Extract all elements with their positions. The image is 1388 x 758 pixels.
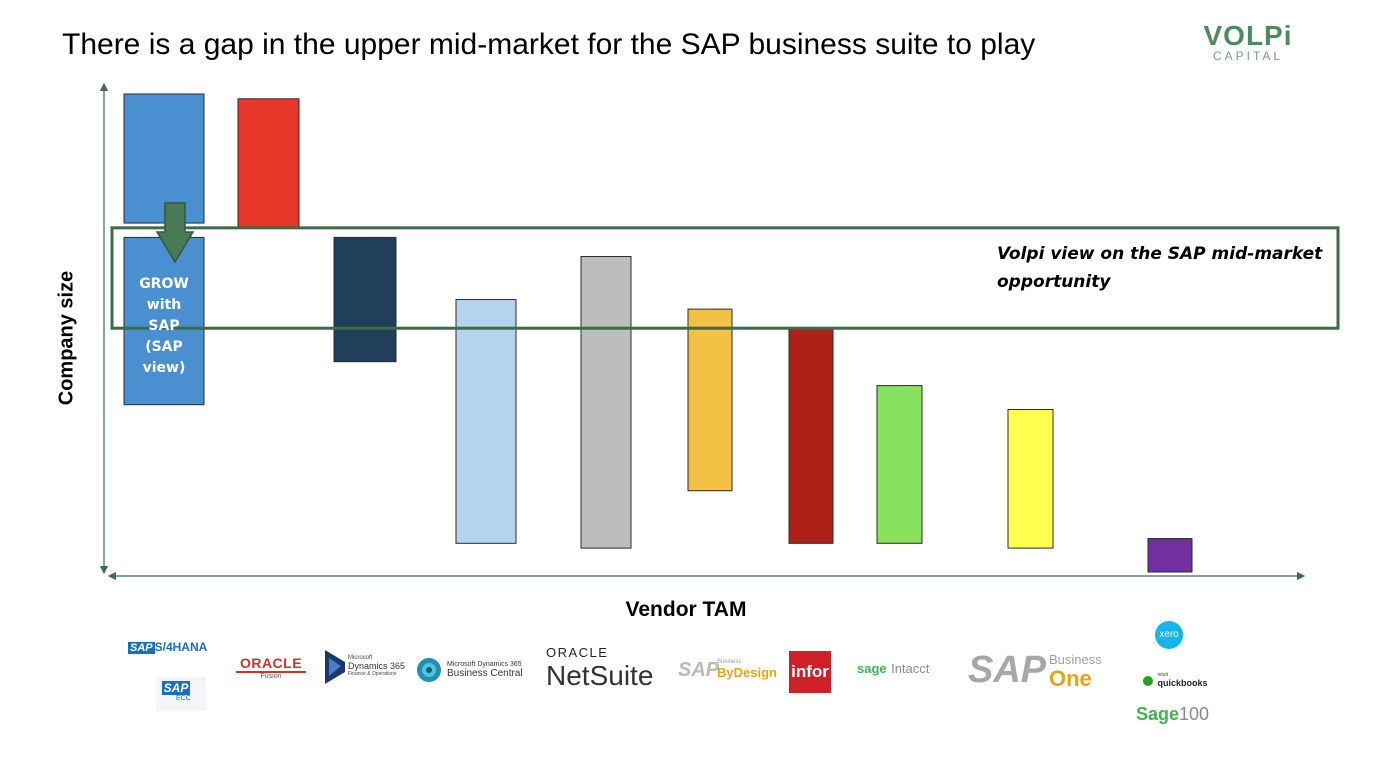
oracle-fusion-logo: ORACLE Fusion — [236, 656, 306, 680]
bar-2 — [237, 98, 300, 229]
business-small-text: Business — [717, 659, 742, 665]
bar-label-grow: GROW with SAP (SAP view) — [139, 276, 189, 376]
sage100-num-text: 100 — [1179, 704, 1210, 724]
oracle-text: ORACLE — [236, 656, 306, 673]
sap-ecc-logo: SAP ECC — [156, 677, 206, 711]
xero-text: xero — [1159, 629, 1179, 640]
page-title: There is a gap in the upper mid-market f… — [62, 28, 1036, 61]
business-text: Business — [1049, 652, 1102, 667]
dynamics-icon — [325, 650, 345, 684]
netsuite-text: NetSuite — [546, 660, 654, 691]
opportunity-band — [110, 226, 1340, 330]
infor-text: infor — [791, 662, 829, 681]
opportunity-label-line2: opportunity — [997, 272, 1111, 292]
quickbooks-logo: intuit quickbooks — [1143, 672, 1207, 690]
bar-8 — [876, 385, 923, 544]
ecc-text: ECC — [176, 695, 191, 702]
one-text: One — [1049, 666, 1092, 691]
down-arrow-icon — [155, 202, 195, 264]
fusion-text: Fusion — [260, 673, 282, 680]
ms-bc-top-text: Microsoft Dynamics 365 — [447, 661, 522, 668]
x-axis-label: Vendor TAM — [625, 598, 747, 621]
sap-bydesign-logo: SAP Business ByDesign — [678, 659, 777, 682]
infor-logo: infor — [789, 651, 831, 693]
dynamics365-text: Dynamics 365 — [348, 661, 406, 671]
sap-business-one-logo: SAP Business One — [968, 649, 1102, 691]
bydesign-text: ByDesign — [717, 665, 777, 680]
quickbooks-icon — [1143, 675, 1153, 686]
grow-line-1: with — [147, 297, 181, 313]
bar-4 — [455, 299, 517, 544]
sap-big-text: SAP — [968, 649, 1047, 691]
sage100-sage-text: Sage — [1136, 704, 1180, 724]
intuit-text: intuit — [1157, 672, 1169, 679]
grow-line-4: view) — [143, 360, 186, 376]
sap-text: SAP — [678, 659, 720, 681]
bar-1 — [123, 236, 205, 406]
brand-name: VOLPi — [1203, 20, 1293, 51]
bar-5 — [580, 256, 632, 549]
s4hana-text: S/4HANA — [154, 640, 208, 654]
bar-3 — [333, 236, 397, 363]
bar-7 — [788, 327, 834, 544]
business-central-icon — [417, 658, 441, 682]
bar-0 — [123, 93, 205, 224]
brand-sub: CAPITAL — [1212, 49, 1284, 63]
oracle-netsuite-logo: ORACLE NetSuite — [546, 646, 653, 692]
fin-ops-text: Finance & Operations — [348, 671, 397, 677]
ms-small-text: Microsoft — [348, 655, 373, 661]
grow-line-2: SAP — [148, 318, 179, 334]
bar-6 — [687, 308, 733, 492]
quickbooks-text: quickbooks — [1157, 678, 1208, 689]
sap-badge: SAP — [128, 642, 155, 654]
grow-line-0: GROW — [139, 276, 189, 292]
volpi-capital-logo: VOLPi CAPITAL — [1198, 20, 1298, 63]
xero-logo: xero — [1155, 621, 1183, 649]
sap-badge: SAP — [162, 681, 190, 695]
intacct-text: Intacct — [891, 661, 930, 676]
sage-100-logo: Sage100 — [1136, 704, 1209, 725]
sap-s4hana-logo: SAP S/4HANA — [128, 638, 207, 656]
grow-line-3: (SAP — [145, 339, 183, 355]
bar-10 — [1147, 538, 1193, 573]
sage-text: sage — [857, 661, 887, 676]
oracle-caps-text: ORACLE — [546, 645, 609, 660]
sage-intacct-logo: sage Intacct — [857, 660, 929, 678]
opportunity-label-line1: Volpi view on the SAP mid-market — [997, 244, 1323, 264]
bar-9 — [1007, 408, 1054, 549]
business-central-text: Business Central — [447, 668, 523, 679]
